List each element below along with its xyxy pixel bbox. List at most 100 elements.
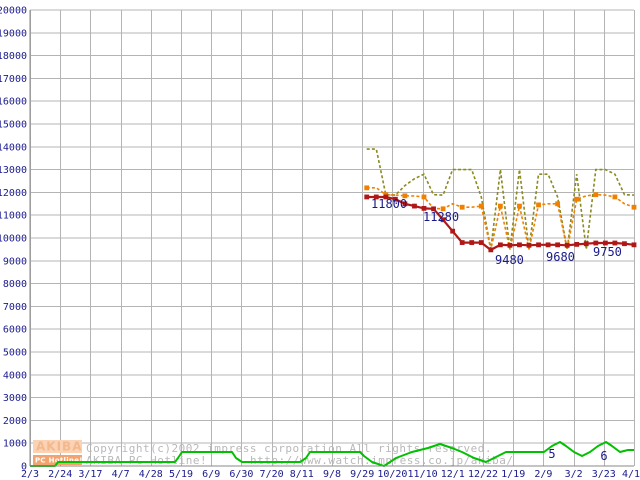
series-marker-average-price bbox=[593, 192, 599, 198]
y-tick-label: 5000 bbox=[3, 348, 27, 359]
shop-count-label: 5 bbox=[548, 447, 555, 461]
y-tick-label: 12000 bbox=[0, 188, 27, 199]
y-tick-label: 0 bbox=[21, 462, 27, 473]
series-marker-min-price bbox=[526, 242, 532, 248]
y-tick-label: 10000 bbox=[0, 234, 27, 245]
series-marker-average-price bbox=[536, 202, 541, 208]
y-tick-label: 13000 bbox=[0, 165, 27, 176]
x-tick-label: 3/17 bbox=[78, 469, 102, 480]
x-tick-label: 9/29 bbox=[350, 469, 374, 480]
y-tick-label: 2000 bbox=[3, 416, 27, 427]
x-tick-label: 4/28 bbox=[139, 469, 163, 480]
x-tick-label: 9/8 bbox=[323, 469, 341, 480]
x-tick-label: 12/22 bbox=[468, 469, 498, 480]
series-marker-min-price bbox=[440, 217, 446, 223]
series-marker-min-price bbox=[574, 241, 580, 247]
series-marker-average-price bbox=[555, 201, 561, 207]
x-tick-label: 2/24 bbox=[48, 469, 72, 480]
series-marker-average-price bbox=[574, 196, 580, 202]
series-marker-average-price bbox=[612, 194, 618, 200]
series-marker-min-price bbox=[383, 194, 389, 200]
y-tick-label: 14000 bbox=[0, 142, 27, 153]
series-marker-min-price bbox=[412, 203, 417, 209]
shop-count-label: 6 bbox=[600, 449, 607, 463]
series-marker-min-price bbox=[497, 242, 503, 248]
pc-hotline-logo-text: PC Hotline! bbox=[35, 457, 83, 465]
x-axis-tick-labels: 2/3 2/24 3/17 4/7 4/28 5/19 6/9 6/30 7/20 8/11 9/8… bbox=[21, 469, 640, 480]
y-tick-label: 15000 bbox=[0, 120, 27, 131]
series-marker-min-price bbox=[459, 240, 465, 245]
series-marker-min-price bbox=[431, 206, 436, 212]
chart-gridlines bbox=[30, 9, 635, 467]
x-tick-label: 12/1 bbox=[441, 469, 465, 480]
series-marker-min-price bbox=[622, 241, 627, 247]
series-marker-min-price bbox=[583, 241, 589, 247]
x-tick-label: 3/23 bbox=[592, 469, 616, 480]
series-marker-average-price bbox=[440, 206, 446, 212]
series-marker-min-price bbox=[564, 242, 570, 248]
series-marker-min-price bbox=[373, 194, 379, 200]
series-marker-min-price bbox=[364, 194, 370, 200]
series-marker-min-price bbox=[421, 205, 427, 211]
series-marker-min-price bbox=[517, 242, 522, 248]
x-tick-label: 6/9 bbox=[202, 469, 220, 480]
y-tick-label: 9000 bbox=[3, 256, 27, 267]
y-tick-label: 17000 bbox=[0, 74, 27, 85]
series-line-max-price bbox=[366, 148, 635, 250]
series-marker-average-price bbox=[497, 203, 503, 209]
value-annotation: 11280 bbox=[423, 210, 459, 224]
series-marker-average-price bbox=[402, 193, 408, 199]
y-tick-label: 19000 bbox=[0, 28, 27, 39]
y-tick-label: 8000 bbox=[3, 279, 27, 290]
series-marker-average-price bbox=[459, 204, 465, 210]
value-annotation: 9680 bbox=[546, 250, 575, 264]
pc-hotline-logo-box bbox=[33, 455, 82, 465]
value-annotation: 9750 bbox=[593, 245, 622, 259]
shop-count-path bbox=[30, 441, 634, 467]
series-marker-min-price bbox=[612, 240, 618, 246]
x-tick-label: 3/2 bbox=[565, 469, 583, 480]
x-tick-label: 7/20 bbox=[260, 469, 284, 480]
series-marker-min-price bbox=[402, 201, 408, 207]
x-tick-label: 1/19 bbox=[501, 469, 525, 480]
series-marker-min-price bbox=[593, 240, 599, 246]
y-tick-label: 16000 bbox=[0, 97, 27, 108]
x-tick-label: 4/13 bbox=[622, 469, 640, 480]
akiba-logo-box bbox=[33, 440, 82, 453]
shop-count-line bbox=[30, 441, 634, 467]
series-marker-average-price bbox=[478, 203, 484, 209]
y-tick-label: 7000 bbox=[3, 302, 27, 313]
series-line-average-price bbox=[366, 187, 635, 250]
x-tick-label: 11/10 bbox=[408, 469, 438, 480]
y-tick-label: 11000 bbox=[0, 211, 27, 222]
series-marker-min-price bbox=[392, 196, 398, 202]
x-tick-label: 6/30 bbox=[229, 469, 253, 480]
series-marker-min-price bbox=[507, 242, 513, 248]
x-tick-label: 2/9 bbox=[534, 469, 552, 480]
value-annotation: 11800 bbox=[371, 197, 407, 211]
y-tick-label: 20000 bbox=[0, 6, 27, 17]
y-tick-label: 3000 bbox=[3, 393, 27, 404]
series-marker-min-price bbox=[631, 242, 637, 248]
y-tick-label: 6000 bbox=[3, 325, 27, 336]
y-tick-label: 1000 bbox=[3, 439, 27, 450]
series-marker-min-price bbox=[536, 242, 541, 248]
x-tick-label: 2/3 bbox=[21, 469, 39, 480]
y-tick-label: 18000 bbox=[0, 51, 27, 62]
series-marker-min-price bbox=[469, 240, 475, 245]
series-marker-average-price bbox=[421, 194, 427, 200]
x-tick-label: 8/11 bbox=[290, 469, 314, 480]
series-marker-average-price bbox=[631, 204, 637, 210]
value-annotation: 9480 bbox=[495, 253, 524, 267]
data-value-annotations: 11800 11280 9480 9680 9750 bbox=[371, 197, 622, 267]
x-tick-label: 5/19 bbox=[169, 469, 193, 480]
x-tick-label: 4/7 bbox=[112, 469, 130, 480]
series-marker-min-price bbox=[478, 240, 484, 245]
series-marker-min-price bbox=[545, 242, 551, 248]
site-url-text: http://www.watch.impress.co.jp/akiba/ bbox=[250, 454, 514, 467]
series-marker-min-price bbox=[555, 242, 561, 248]
